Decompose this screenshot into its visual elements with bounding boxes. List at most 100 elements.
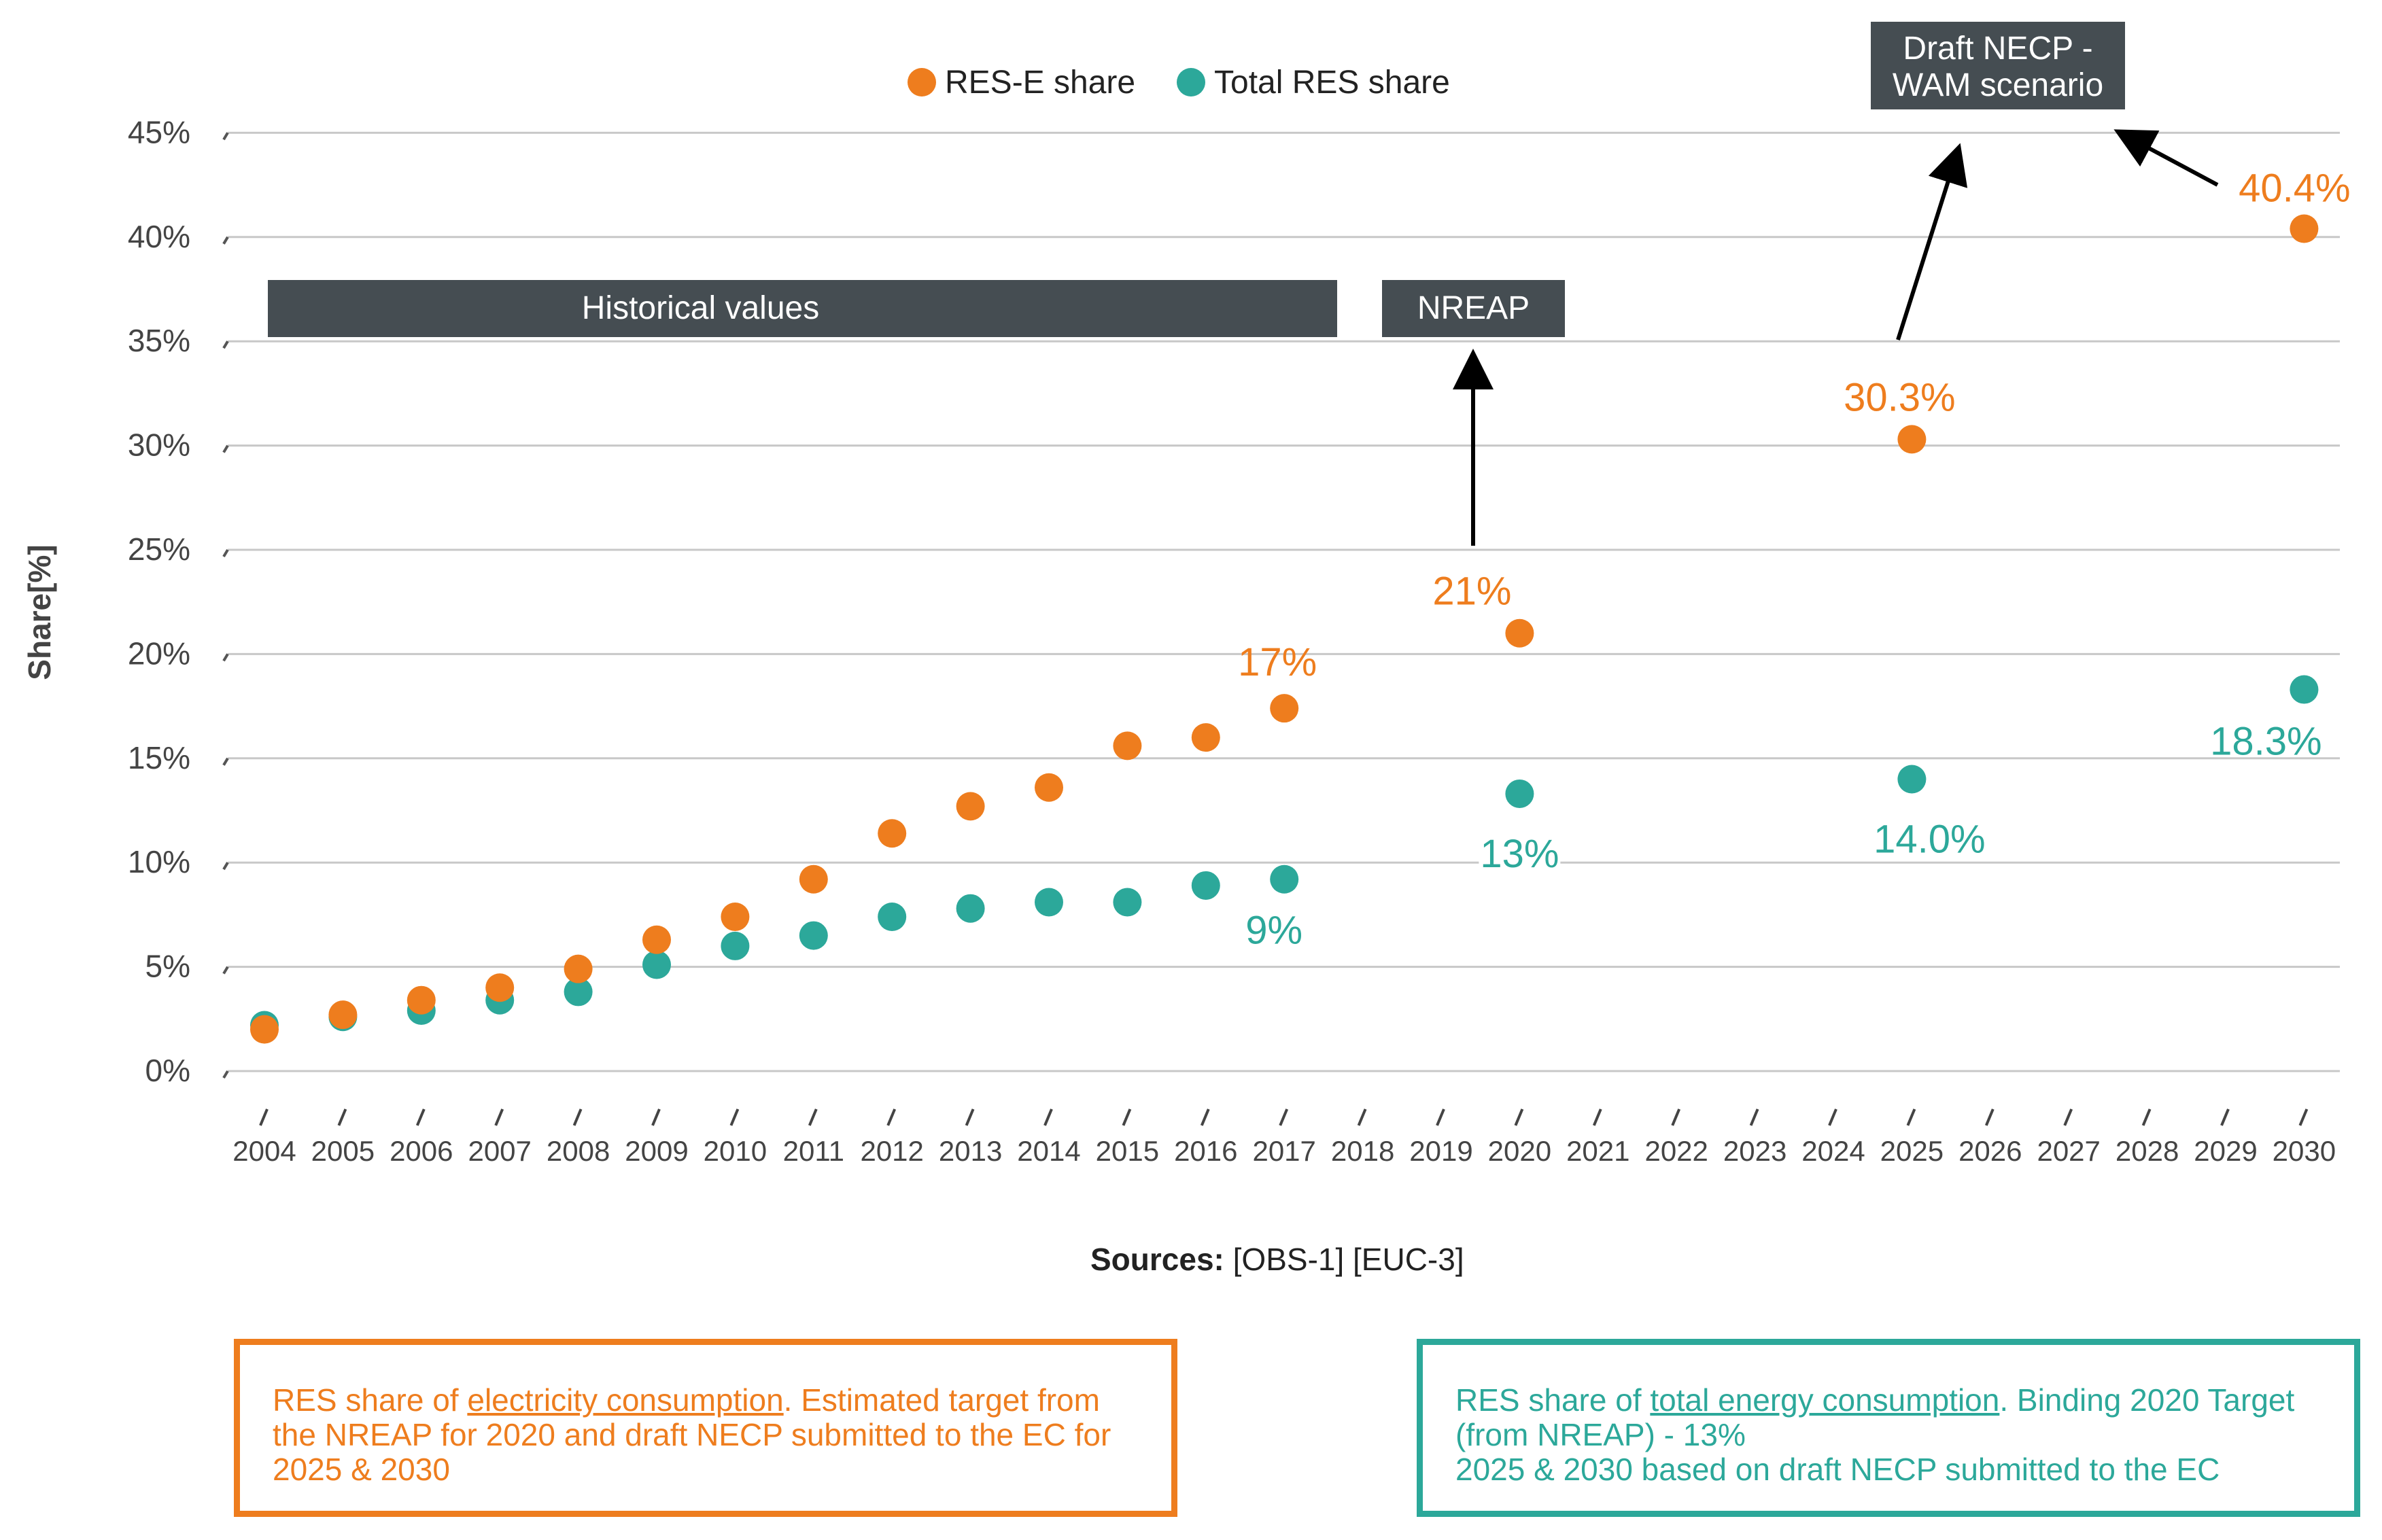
point-total-2009 [642,950,671,979]
xtick-label-2021: 2021 [1566,1135,1629,1167]
ytick-mark-30 [222,444,229,453]
xtick-mark-2028 [2141,1108,2152,1126]
y-axis-title: Share[%] [22,544,57,680]
xtick-label-2019: 2019 [1409,1135,1472,1167]
xtick-label-2005: 2005 [311,1135,375,1167]
point-total-2008 [564,977,593,1007]
xtick-label-2015: 2015 [1096,1135,1159,1167]
xtick-label-2012: 2012 [860,1135,923,1167]
xtick-mark-2013 [965,1108,975,1126]
point-rese-2030 [2290,214,2319,243]
xtick-label-2026: 2026 [1958,1135,2022,1167]
point-total-2013 [956,894,985,923]
ytick-label-15: 15% [128,740,190,775]
xtick-label-2007: 2007 [468,1135,531,1167]
xtick-label-2030: 2030 [2273,1135,2336,1167]
point-total-2010 [721,931,750,960]
point-rese-2005 [328,1000,358,1030]
point-rese-2015 [1113,731,1142,760]
xtick-mark-2022 [1671,1108,1681,1126]
nreap-band [1382,280,1565,337]
ytick-mark-25 [222,548,229,558]
xtick-label-2028: 2028 [2116,1135,2179,1167]
xtick-mark-2018 [1357,1108,1367,1126]
point-rese-2007 [485,973,515,1002]
data-label-total-2017: 9% [1245,909,1302,953]
xtick-mark-2025 [1906,1108,1916,1126]
sources-refs: [OBS-1] [EUC-3] [1232,1242,1464,1277]
draft-necp-label-line-1: Draft NECP - [1903,31,2092,67]
ytick-label-30: 30% [128,427,190,463]
data-label-rese-2020: 21% [1432,570,1511,614]
xtick-mark-2027 [2063,1108,2073,1126]
point-total-2011 [799,921,828,950]
xtick-label-2027: 2027 [2037,1135,2100,1167]
xtick-mark-2008 [572,1108,583,1126]
point-rese-2010 [721,902,750,931]
xtick-mark-2029 [2220,1108,2230,1126]
data-label-rese-2025: 30.3% [1844,375,1955,419]
total-note-underlined: total energy consumption [1650,1382,2000,1418]
point-total-2020 [1505,779,1534,808]
xtick-mark-2006 [415,1108,426,1126]
xtick-label-2020: 2020 [1488,1135,1551,1167]
point-rese-2014 [1035,773,1063,802]
point-rese-2020 [1505,618,1534,648]
ytick-mark-5 [222,966,229,975]
data-label-total-2025: 14.0% [1874,817,1985,861]
xtick-mark-2005 [337,1108,347,1126]
legend-label-total: Total RES share [1214,65,1450,101]
point-rese-2008 [564,954,593,983]
ytick-label-35: 35% [128,323,190,358]
xtick-mark-2012 [886,1108,897,1126]
xtick-label-2013: 2013 [939,1135,1002,1167]
point-rese-2016 [1191,723,1220,752]
ytick-mark-0 [222,1070,229,1079]
data-label-rese-2030: 40.4% [2239,167,2350,211]
data-label-rese-2017: 17% [1238,640,1317,684]
xtick-mark-2021 [1592,1108,1602,1126]
xtick-label-2018: 2018 [1331,1135,1394,1167]
xtick-mark-2030 [2298,1108,2309,1126]
point-rese-2004 [250,1015,279,1044]
sources-note: Sources: [OBS-1] [EUC-3] [1090,1241,1464,1278]
point-rese-2009 [642,925,671,954]
xtick-mark-2007 [494,1108,504,1126]
point-total-2025 [1897,765,1927,794]
xtick-mark-2011 [808,1108,818,1126]
ytick-mark-35 [222,340,229,349]
ytick-label-40: 40% [128,219,190,254]
annotation-arrows [1453,129,2219,546]
data-labels: 17% 21% 30.3% 40.4% 9% 13% 14.0% 18.3% [1238,167,2350,953]
sources-label: Sources: [1090,1242,1224,1277]
ytick-label-10: 10% [128,844,190,879]
point-rese-2011 [799,864,828,894]
data-points [250,214,2319,1044]
ytick-label-25: 25% [128,531,190,567]
historical-values-label: Historical values [582,290,819,326]
rese-note-rest: . Estimated target from the NREAP for 20… [273,1382,1111,1487]
xtick-mark-2010 [729,1108,740,1126]
xtick-mark-2017 [1279,1108,1289,1126]
xtick-label-2008: 2008 [547,1135,610,1167]
legend: RES-E share Total RES share [908,65,1450,101]
point-rese-2017 [1270,694,1299,723]
xtick-mark-2009 [651,1108,661,1126]
point-total-2014 [1035,888,1063,917]
rese-explanation-box: RES share of electricity consumption. Es… [234,1339,1177,1517]
necp-2030-arrow [2113,129,2219,187]
xtick-label-2004: 2004 [232,1135,296,1167]
total-res-explanation-box: RES share of total energy consumption. B… [1417,1339,2360,1517]
xtick-mark-2026 [1984,1108,1995,1126]
xtick-mark-2004 [259,1108,269,1126]
xtick-mark-2015 [1122,1108,1132,1126]
xtick-mark-2023 [1749,1108,1759,1126]
xtick-label-2016: 2016 [1174,1135,1237,1167]
ytick-label-20: 20% [128,635,190,671]
legend-marker-rese [908,68,936,97]
label-bg-total-2020 [1479,831,1561,874]
axes: 0% 5% 10% 15% 20% 25% 30% 35% 40% 45% Share[%] 2004… [22,114,2336,1167]
total-note-line3: 2025 & 2030 based on draft NECP submitte… [1455,1452,2220,1487]
xtick-mark-2020 [1514,1108,1524,1126]
